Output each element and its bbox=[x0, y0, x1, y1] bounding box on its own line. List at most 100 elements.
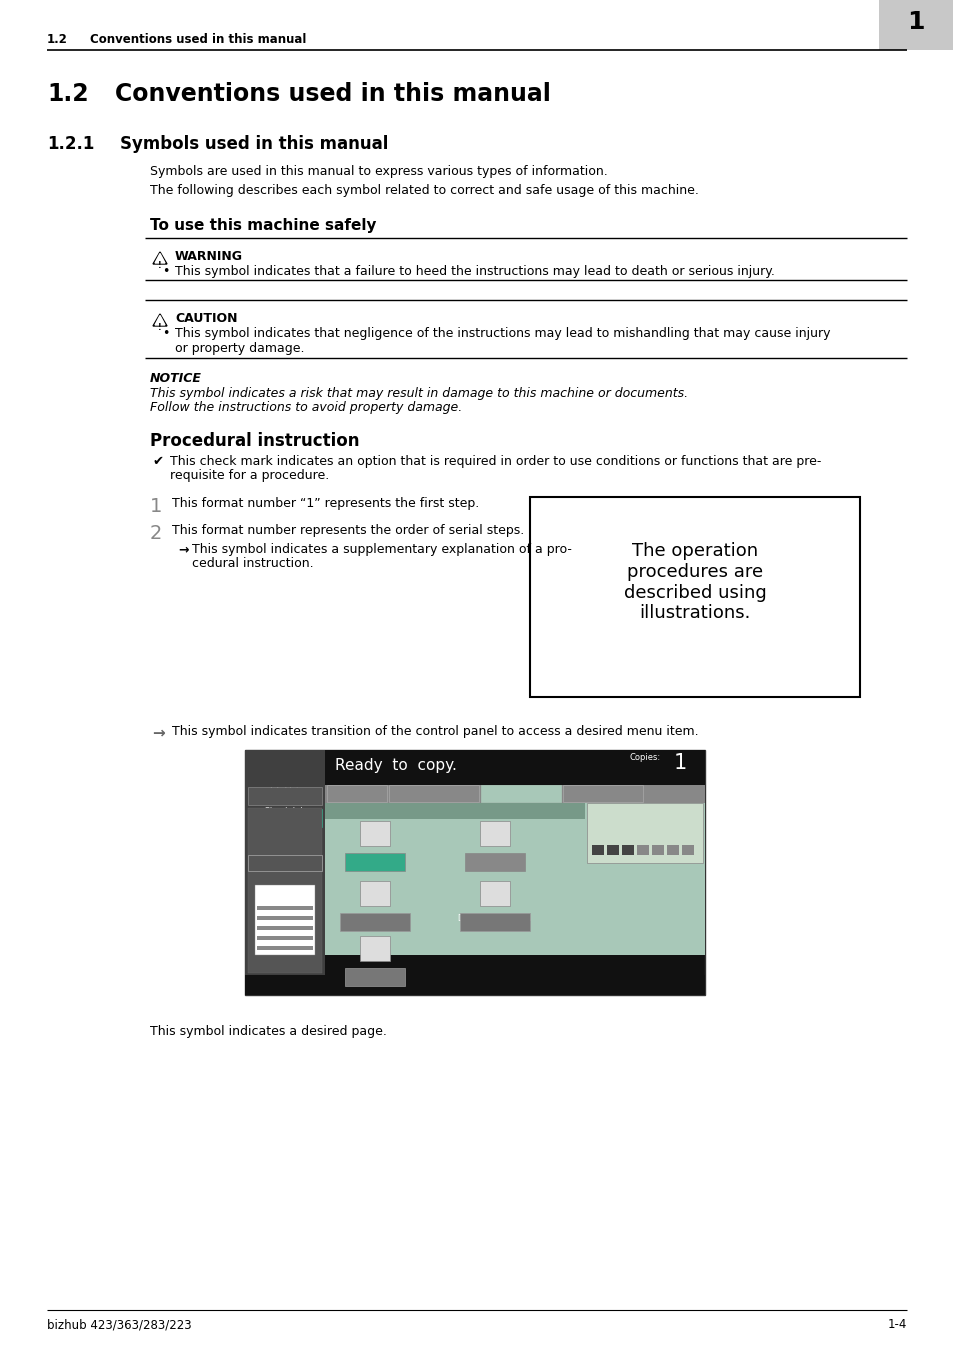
Text: This symbol indicates a desired page.: This symbol indicates a desired page. bbox=[150, 1025, 387, 1038]
Bar bbox=[359, 936, 390, 961]
Text: Check Details: Check Details bbox=[261, 1029, 309, 1035]
Text: Original Setting: Original Setting bbox=[403, 787, 464, 796]
Text: 1.2.1: 1.2.1 bbox=[47, 135, 94, 153]
Text: →: → bbox=[178, 543, 189, 556]
Text: Memory      100%: Memory 100% bbox=[435, 977, 497, 983]
Bar bbox=[651, 845, 663, 855]
Text: →: → bbox=[152, 725, 165, 740]
Bar bbox=[479, 882, 510, 906]
Text: 01/08/2010   11:21: 01/08/2010 11:21 bbox=[330, 977, 397, 983]
Text: WARNING: WARNING bbox=[174, 250, 243, 263]
Text: This symbol indicates transition of the control panel to access a desired menu i: This symbol indicates transition of the … bbox=[172, 725, 698, 738]
Bar bbox=[479, 821, 510, 846]
Bar bbox=[327, 784, 387, 802]
Text: Procedural instruction: Procedural instruction bbox=[150, 432, 359, 450]
Text: Dot Matrix Original: Dot Matrix Original bbox=[457, 914, 531, 923]
Text: Photo: Photo bbox=[364, 914, 386, 923]
Text: CAUTION: CAUTION bbox=[174, 312, 237, 325]
Bar bbox=[256, 906, 313, 910]
Text: This symbol indicates a supplementary explanation of a pro-: This symbol indicates a supplementary ex… bbox=[192, 543, 571, 556]
Bar bbox=[245, 751, 704, 995]
Text: This symbol indicates that a failure to heed the instructions may lead to death : This symbol indicates that a failure to … bbox=[174, 265, 774, 278]
Text: Check Job: Check Job bbox=[264, 807, 306, 815]
Text: Text: Text bbox=[367, 855, 382, 863]
Text: requisite for a procedure.: requisite for a procedure. bbox=[170, 468, 329, 482]
Text: ✔: ✔ bbox=[152, 455, 163, 468]
Text: This symbol indicates a risk that may result in damage to this machine or docume: This symbol indicates a risk that may re… bbox=[150, 387, 687, 400]
Text: Application: Application bbox=[580, 787, 624, 796]
Bar bbox=[256, 917, 313, 919]
Bar bbox=[325, 784, 704, 803]
Text: Conventions used in this manual: Conventions used in this manual bbox=[90, 32, 306, 46]
Bar bbox=[245, 975, 704, 995]
Bar bbox=[586, 803, 702, 863]
Text: Job List: Job List bbox=[270, 787, 300, 796]
Bar bbox=[592, 845, 603, 855]
Text: 1-4: 1-4 bbox=[886, 1318, 906, 1331]
Text: Toner Level  K: Toner Level K bbox=[250, 977, 298, 983]
Text: Follow the instructions to avoid property damage.: Follow the instructions to avoid propert… bbox=[150, 401, 462, 414]
Bar bbox=[878, 0, 953, 50]
Text: This symbol indicates that negligence of the instructions may lead to mishandlin: This symbol indicates that negligence of… bbox=[174, 327, 830, 340]
Bar bbox=[325, 784, 704, 954]
Bar bbox=[254, 886, 314, 954]
Bar bbox=[464, 853, 524, 871]
Bar bbox=[480, 784, 560, 802]
Text: Ready  to  copy.: Ready to copy. bbox=[335, 757, 456, 774]
Text: This format number “1” represents the first step.: This format number “1” represents the fi… bbox=[172, 497, 478, 510]
Text: The operation
procedures are
described using
illustrations.: The operation procedures are described u… bbox=[623, 541, 765, 622]
Text: This format number represents the order of serial steps.: This format number represents the order … bbox=[172, 524, 524, 537]
Text: !: ! bbox=[158, 261, 162, 270]
Text: To use this machine safely: To use this machine safely bbox=[150, 217, 376, 234]
Bar bbox=[359, 882, 390, 906]
Bar bbox=[359, 821, 390, 846]
Text: Copies:: Copies: bbox=[629, 753, 660, 761]
Bar bbox=[248, 809, 322, 828]
Text: 1.2: 1.2 bbox=[47, 82, 89, 107]
Bar bbox=[248, 787, 322, 805]
Text: COPY Paper  100.0%: COPY Paper 100.0% bbox=[248, 845, 304, 850]
Text: bizhub 423/363/283/223: bizhub 423/363/283/223 bbox=[47, 1318, 192, 1331]
Bar bbox=[530, 497, 859, 697]
Bar bbox=[248, 855, 322, 871]
Bar bbox=[345, 968, 405, 986]
Text: Original Type: Original Type bbox=[496, 787, 545, 796]
Polygon shape bbox=[154, 316, 165, 325]
Bar bbox=[248, 809, 322, 973]
Text: •: • bbox=[162, 327, 170, 340]
Polygon shape bbox=[152, 315, 167, 325]
Text: Original Type: Original Type bbox=[425, 805, 484, 813]
Bar bbox=[637, 845, 648, 855]
Bar bbox=[245, 751, 704, 784]
Text: Copied Paper: Copied Paper bbox=[350, 969, 400, 977]
Bar bbox=[562, 784, 642, 802]
Text: Text/Photo: Text/Photo bbox=[475, 855, 515, 863]
Text: 1: 1 bbox=[673, 753, 686, 774]
Text: NOTICE: NOTICE bbox=[150, 373, 202, 385]
Text: cedural instruction.: cedural instruction. bbox=[192, 558, 314, 570]
Text: 1.2: 1.2 bbox=[47, 32, 68, 46]
Bar bbox=[389, 784, 478, 802]
Bar bbox=[459, 913, 530, 931]
Text: •: • bbox=[162, 265, 170, 278]
Bar bbox=[666, 845, 679, 855]
Bar bbox=[325, 803, 584, 819]
Text: Text Enhancement: Text Enhancement bbox=[609, 806, 679, 815]
Text: This check mark indicates an option that is required in order to use conditions : This check mark indicates an option that… bbox=[170, 455, 821, 468]
Bar bbox=[339, 913, 410, 931]
Bar bbox=[681, 845, 693, 855]
Bar bbox=[345, 853, 405, 871]
Polygon shape bbox=[152, 252, 167, 265]
Bar bbox=[606, 845, 618, 855]
Text: Symbols are used in this manual to express various types of information.: Symbols are used in this manual to expre… bbox=[150, 165, 607, 178]
Bar bbox=[621, 845, 634, 855]
Bar bbox=[256, 936, 313, 940]
Bar bbox=[256, 946, 313, 950]
Text: 1: 1 bbox=[906, 9, 923, 34]
Text: Basic: Basic bbox=[347, 787, 367, 796]
Text: 2: 2 bbox=[150, 524, 162, 543]
Bar bbox=[256, 926, 313, 930]
Text: Conventions used in this manual: Conventions used in this manual bbox=[115, 82, 550, 107]
Text: The following describes each symbol related to correct and safe usage of this ma: The following describes each symbol rela… bbox=[150, 184, 699, 197]
Text: or property damage.: or property damage. bbox=[174, 342, 304, 355]
